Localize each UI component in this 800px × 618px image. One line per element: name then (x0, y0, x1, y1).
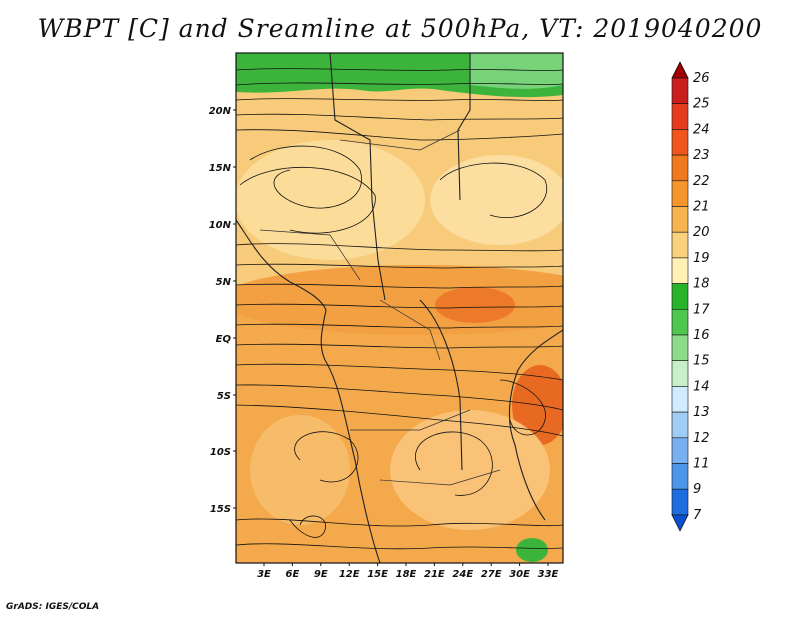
lat-tick-label: 10N (209, 220, 232, 231)
colorbar-label: 24 (693, 122, 710, 137)
colorbar-segment (671, 231, 689, 259)
lon-tick-label: 6E (286, 569, 300, 580)
colorbar-segment (671, 308, 689, 336)
colorbar-segment (671, 180, 689, 207)
lat-tick-label: 20N (209, 106, 232, 117)
colorbar-label: 12 (693, 431, 710, 446)
colorbar-label: 25 (693, 97, 710, 112)
wbpt-shading-north-lightgreen (470, 53, 563, 89)
lat-tick-label: 10S (210, 447, 231, 458)
colorbar-segment (671, 283, 689, 310)
colorbar-segment (671, 334, 689, 362)
wbpt-shading-southwest-yellow (250, 415, 350, 525)
colorbar-label: 26 (693, 71, 710, 86)
colorbar-segment (671, 77, 689, 105)
lat-tick-label: EQ (216, 334, 232, 345)
colorbar-bottom-arrow (671, 514, 689, 532)
lon-tick-label: 12E (339, 569, 360, 580)
streamlines (236, 68, 563, 550)
map-panel (236, 53, 563, 563)
colorbar-label: 18 (693, 277, 710, 292)
colorbar-segment (671, 386, 689, 413)
colorbar-segment (671, 411, 689, 439)
boundaries (259, 129, 501, 486)
colorbar-label: 9 (693, 482, 701, 497)
coastlines (236, 53, 563, 563)
colorbar-label: 7 (693, 508, 702, 523)
colorbar-segment (671, 463, 689, 490)
colorbar-segment (671, 437, 689, 464)
lon-tick-label: 18E (396, 569, 417, 580)
colorbar-label: 13 (693, 405, 710, 420)
colorbar-label: 22 (693, 174, 710, 189)
colorbar-top-arrow (671, 61, 689, 79)
colorbar-label: 19 (693, 251, 710, 266)
lon-tick-label: 3E (257, 569, 271, 580)
lat-tick-label: 5S (217, 391, 231, 402)
wbpt-shading-south-green-patch (516, 538, 548, 562)
colorbar-segment (671, 360, 689, 387)
lon-tick-label: 30E (509, 569, 530, 580)
colorbar-label: 21 (693, 200, 710, 215)
wbpt-shading-south-yellow (390, 410, 550, 530)
colorbar-label: 23 (693, 148, 710, 163)
colorbar-segment (671, 154, 689, 182)
wbpt-shading-north-east-yellow (430, 155, 563, 245)
lat-tick-label: 15S (210, 504, 231, 515)
lon-tick-label: 24E (452, 569, 473, 580)
colorbar-segment (671, 206, 689, 233)
chart-title: WBPT [C] and Sreamline at 500hPa, VT: 20… (37, 14, 763, 43)
lon-tick-label: 21E (424, 569, 445, 580)
colorbar: 26 25 24 23 22 21 20 19 18 17 16 15 14 13 12 11 9 7 (671, 61, 710, 532)
wbpt-shading-warm-core-east (435, 287, 515, 323)
colorbar-label: 14 (693, 379, 710, 394)
lon-tick-label: 15E (367, 569, 388, 580)
lon-tick-label: 33E (538, 569, 559, 580)
colorbar-segment (671, 257, 689, 284)
wbpt-shading-north-yellow (236, 140, 425, 260)
lat-tick-label: 5N (216, 277, 232, 288)
map-frame (235, 52, 564, 564)
colorbar-segment (671, 488, 689, 516)
lat-tick-label: 15N (209, 163, 232, 174)
longitude-axis: 3E 6E 9E 12E 15E 18E 21E 24E 27E 30E 33E (257, 563, 559, 580)
colorbar-label: 17 (693, 302, 710, 317)
colorbar-segment (671, 129, 689, 156)
colorbar-label: 11 (693, 457, 710, 472)
colorbar-label: 16 (693, 328, 710, 343)
lon-tick-label: 27E (481, 569, 502, 580)
lon-tick-label: 9E (314, 569, 328, 580)
grads-credit: GrADS: IGES/COLA (6, 602, 100, 612)
colorbar-label: 20 (693, 225, 710, 240)
colorbar-label: 15 (693, 354, 710, 369)
latitude-axis: 20N 15N 10N 5N EQ 5S 10S 15S (209, 106, 236, 515)
colorbar-segment (671, 103, 689, 130)
